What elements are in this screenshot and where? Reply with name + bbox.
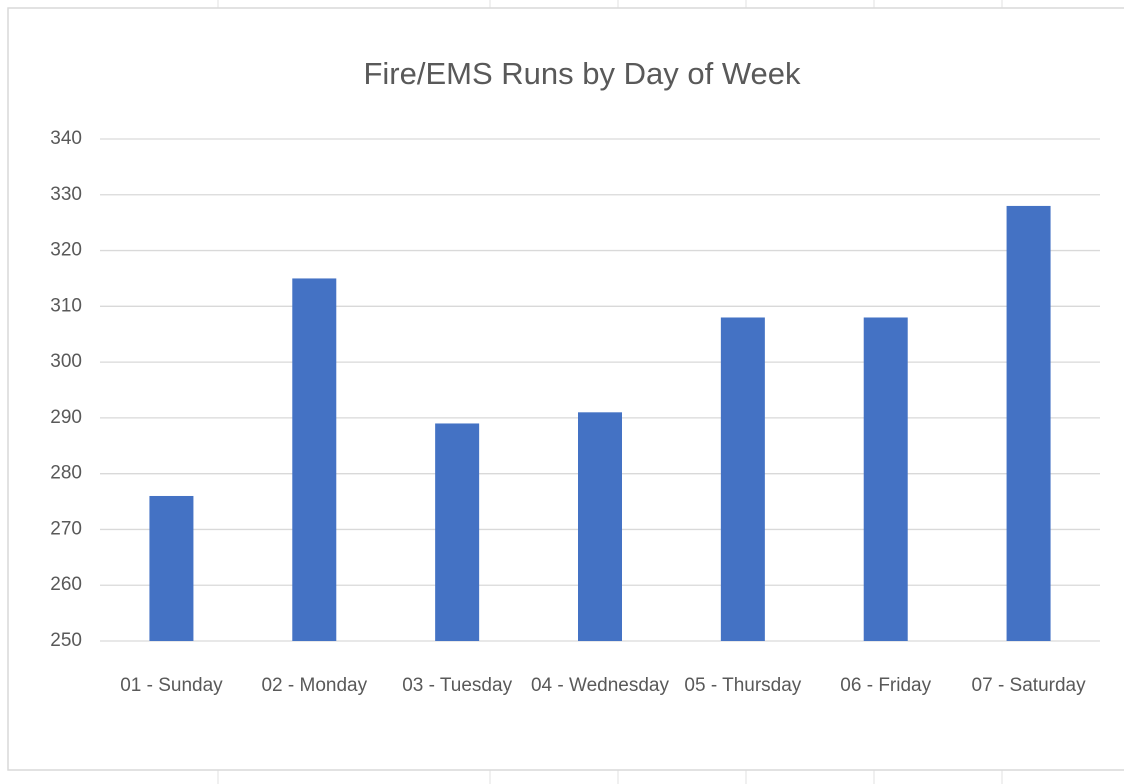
chart-area <box>7 7 1124 771</box>
bar <box>435 423 480 641</box>
y-tick-label: 280 <box>50 463 82 484</box>
y-tick-label: 330 <box>50 184 82 205</box>
bar <box>863 317 908 641</box>
bar <box>149 495 194 641</box>
y-tick-label: 310 <box>50 295 82 316</box>
x-tick-label: 05 - Thursday <box>684 675 801 696</box>
y-tick-label: 290 <box>50 407 82 428</box>
y-tick-label: 270 <box>50 518 82 539</box>
y-tick-label: 260 <box>50 574 82 595</box>
bar <box>1006 205 1051 641</box>
x-tick-label: 06 - Friday <box>840 675 931 696</box>
x-tick-label: 01 - Sunday <box>120 675 223 696</box>
y-tick-label: 320 <box>50 240 82 261</box>
bar <box>720 317 765 641</box>
sheet-cells <box>217 0 1003 784</box>
bar <box>292 278 337 641</box>
x-tick-label: 07 - Saturday <box>972 675 1087 696</box>
x-tick-label: 03 - Tuesday <box>402 675 512 696</box>
chart-title: Fire/EMS Runs by Day of Week <box>363 56 801 91</box>
x-tick-label: 02 - Monday <box>261 675 367 696</box>
y-tick-label: 340 <box>50 128 82 149</box>
bar <box>578 412 622 641</box>
y-tick-label: 300 <box>50 351 82 372</box>
x-tick-label: 04 - Wednesday <box>531 675 670 696</box>
y-tick-label: 250 <box>50 630 82 651</box>
